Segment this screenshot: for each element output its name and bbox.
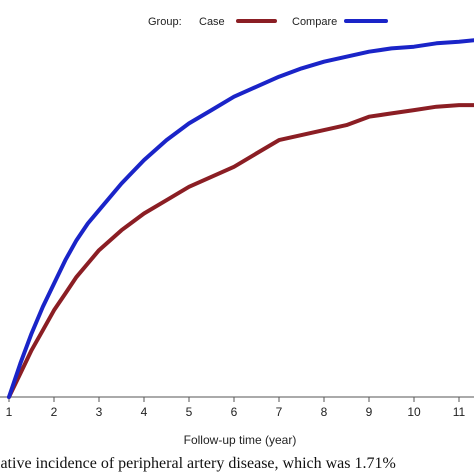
x-axis-title: Follow-up time (year) xyxy=(184,433,297,447)
x-tick-label: 3 xyxy=(96,405,103,419)
legend-title: Group: xyxy=(148,16,182,28)
x-tick-label: 2 xyxy=(51,405,58,419)
x-tick-label: 10 xyxy=(407,405,421,419)
legend: Group: Case Compare xyxy=(148,16,388,28)
x-tick-label: 7 xyxy=(276,405,283,419)
x-tick-label: 1 xyxy=(6,405,13,419)
series-line-case xyxy=(7,103,474,399)
legend-label-compare: Compare xyxy=(292,16,337,28)
figure-caption: lative incidence of peripheral artery di… xyxy=(0,455,396,472)
series-line-compare xyxy=(7,38,474,399)
x-tick-label: 6 xyxy=(231,405,238,419)
series-layer xyxy=(7,38,474,399)
x-tick-label: 8 xyxy=(321,405,328,419)
x-axis-ticks: 1 2 3 4 5 6 7 8 9 10 11 xyxy=(6,397,466,419)
x-tick-label: 4 xyxy=(141,405,148,419)
x-tick-label: 9 xyxy=(366,405,373,419)
x-tick-label: 5 xyxy=(186,405,193,419)
x-tick-label: 11 xyxy=(453,405,466,419)
legend-label-case: Case xyxy=(199,16,225,28)
